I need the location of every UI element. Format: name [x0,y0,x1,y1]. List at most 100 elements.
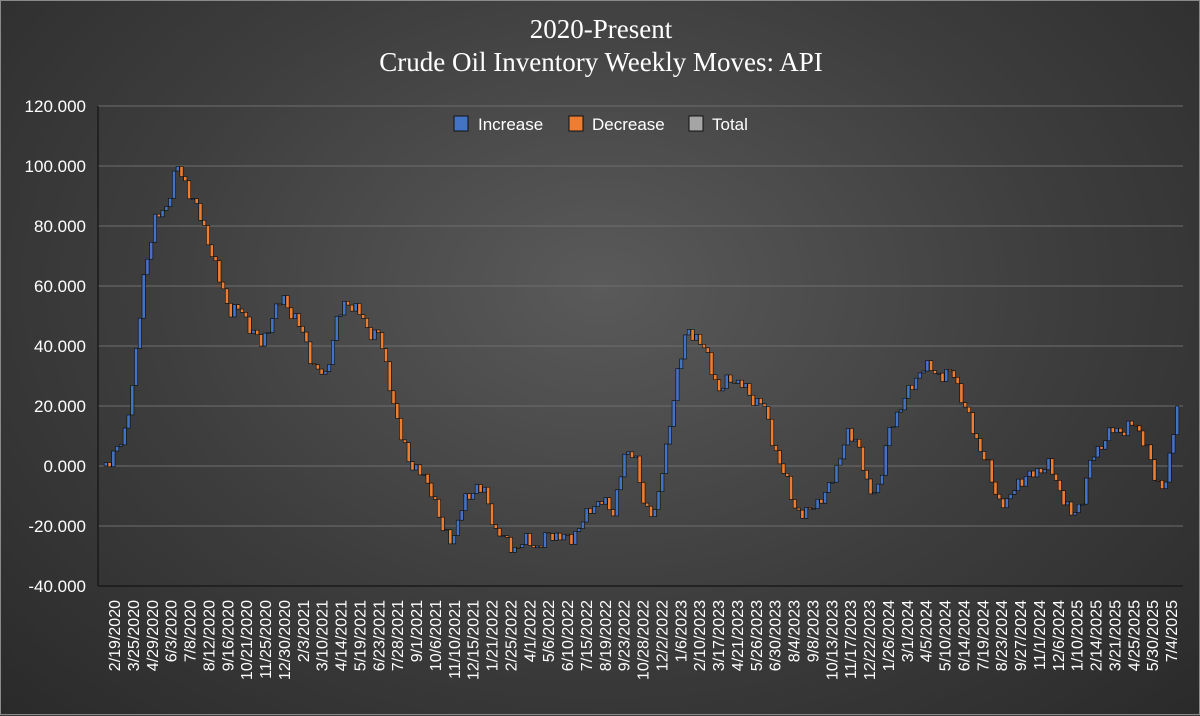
increase-bar [274,303,279,319]
x-tick-label: 7/19/2024 [975,600,992,671]
decrease-bar [982,451,987,461]
x-tick-label: 7/15/2022 [579,600,596,671]
decrease-bar [349,304,354,312]
increase-bar [902,397,907,411]
decrease-bar [380,332,385,350]
x-tick-label: 12/22/2023 [862,600,879,680]
x-tick-label: 12/6/2024 [1051,600,1068,671]
decrease-bar [418,464,422,476]
decrease-bar [800,509,805,519]
increase-bar [580,521,585,529]
increase-bar [1008,494,1013,500]
y-tick-label: 80.000 [34,217,86,236]
x-tick-label: 9/1/2021 [409,600,426,662]
increase-bar [281,295,286,305]
decrease-bar [819,498,824,504]
increase-bar [141,274,146,319]
decrease-bar [527,533,532,546]
increase-bar [172,170,176,199]
x-tick-label: 5/6/2022 [541,600,558,662]
increase-bar [1080,503,1085,506]
decrease-bar [770,418,775,446]
increase-bar [119,444,123,447]
x-tick-label: 7/4/2025 [1164,600,1181,662]
increase-bar [1163,481,1168,489]
decrease-bar [970,412,975,434]
increase-bar [898,409,903,413]
increase-bar [1046,458,1051,471]
decrease-bar [1110,427,1115,433]
increase-bar [1084,477,1089,505]
decrease-bar [179,166,184,177]
decrease-bar [312,363,316,366]
increase-bar [664,443,669,474]
increase-bar [164,206,169,211]
increase-bar [683,334,687,360]
x-tick-label: 9/16/2020 [220,600,237,671]
increase-bar [130,385,135,416]
legend: Increase Decrease Total [453,115,748,134]
decrease-bar [1099,446,1104,450]
increase-bar [1091,456,1096,461]
decrease-bar [304,331,309,343]
x-tick-label: 6/3/2020 [164,600,181,662]
decrease-bar [849,428,854,442]
x-tick-label: 10/28/2022 [636,600,653,680]
decrease-bar [997,493,1002,500]
decrease-bar [376,329,381,333]
increase-bar [652,509,657,517]
increase-bar [667,426,672,445]
legend-swatch-total [688,115,704,132]
decrease-bar [384,348,388,363]
x-tick-label: 9/8/2023 [805,600,822,662]
increase-bar [724,374,729,389]
increase-bar [561,533,566,541]
decrease-bar [1156,479,1161,482]
increase-bar [675,368,680,402]
decrease-bar [558,532,563,541]
increase-bar [1073,512,1077,516]
decrease-bar [611,509,616,517]
increase-bar [811,508,816,510]
decrease-bar [497,528,502,537]
x-tick-label: 8/19/2022 [598,600,615,671]
decrease-bar [637,455,642,483]
decrease-bar [505,535,510,538]
increase-bar [1145,444,1149,447]
x-tick-label: 12/15/2021 [466,600,483,680]
increase-bar [633,455,638,458]
increase-bar [872,492,877,495]
decrease-bar [1061,490,1066,506]
decrease-bar [361,314,366,319]
legend-swatch-increase [453,115,469,132]
decrease-bar [565,533,570,536]
increase-bar [111,450,116,468]
increase-bar [372,329,377,341]
increase-bar [459,510,464,521]
increase-bar [126,414,131,429]
increase-bar [925,360,930,372]
decrease-bar [194,198,199,204]
decrease-bar [1001,498,1005,509]
y-tick-labels: 120.000 100.000 80.000 60.000 40.000 20.000 0.… [25,97,86,596]
axes [97,106,1183,587]
legend-label-increase: Increase [478,115,543,134]
decrease-bar [399,418,404,441]
increase-bar [883,445,888,476]
x-tick-label: 2/14/2025 [1089,600,1106,671]
increase-bar [414,464,419,471]
decrease-bar [206,225,210,246]
decrease-bar [766,406,771,420]
increase-bar [338,314,343,317]
decrease-bar [1137,425,1142,432]
chart-title-line-1: 2020-Present [529,14,673,44]
decrease-bar [959,383,964,403]
legend-label-decrease: Decrease [592,115,665,134]
increase-bar [1012,490,1017,495]
x-tick-label: 3/17/2023 [711,600,728,671]
y-tick-label: 60.000 [34,277,86,296]
decrease-bar [429,482,434,498]
decrease-bar [539,545,544,548]
x-tick-label: 2/19/2020 [107,600,124,671]
x-tick-label: 2/25/2022 [503,600,520,671]
